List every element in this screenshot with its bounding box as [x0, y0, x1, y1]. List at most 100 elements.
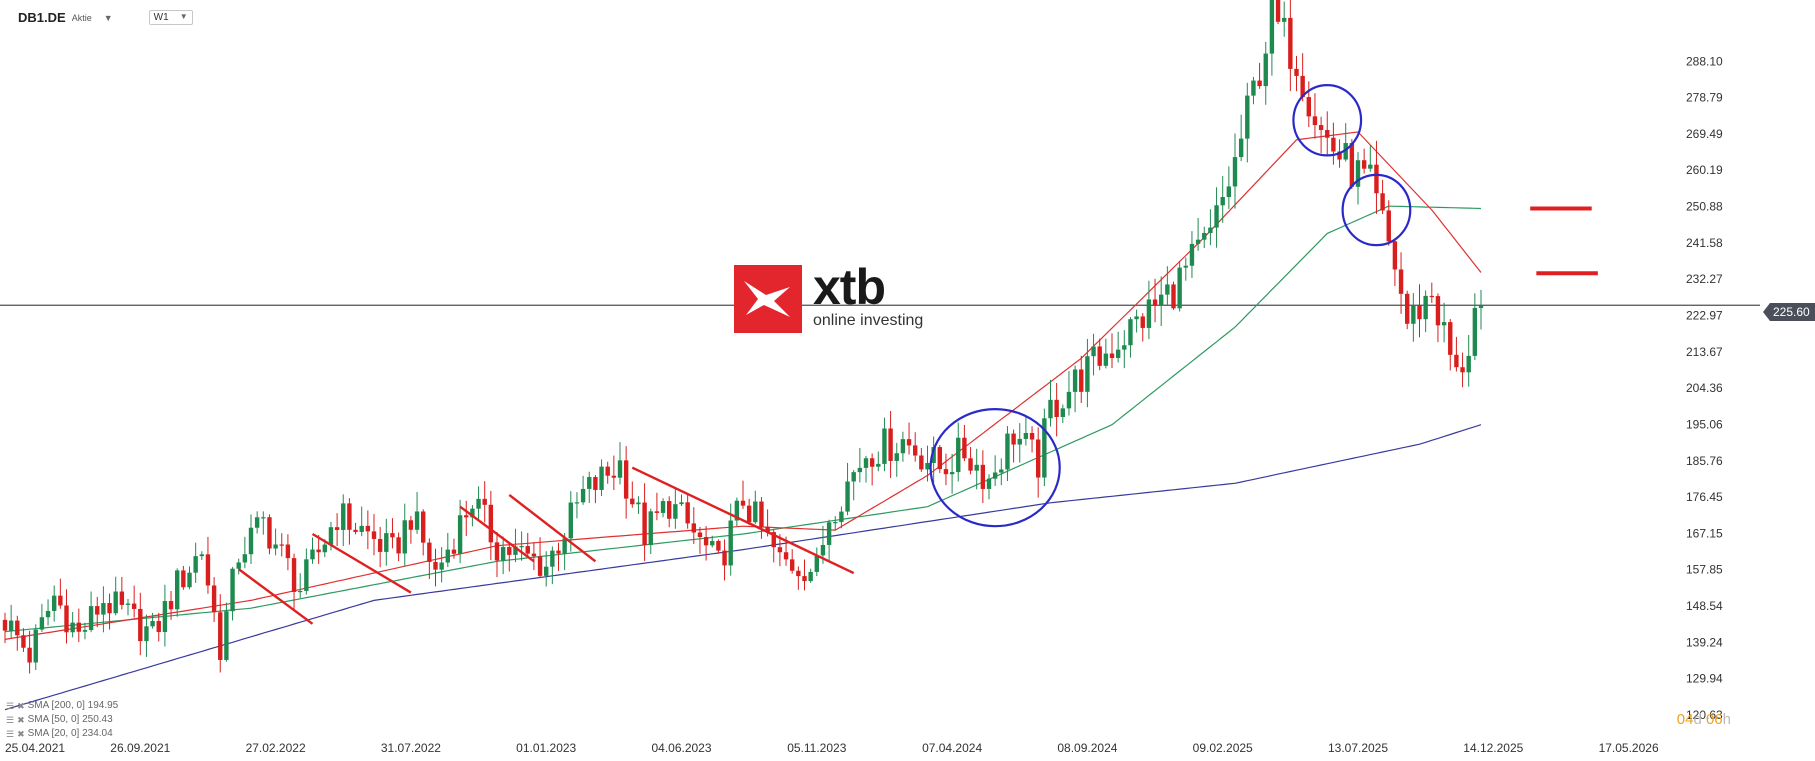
candle-body	[593, 477, 598, 490]
candle-body	[82, 630, 88, 632]
candle-body	[218, 612, 223, 660]
candle-body	[1331, 137, 1336, 152]
candle-body	[1429, 295, 1434, 298]
candle-body	[187, 572, 192, 588]
candle-body	[1165, 284, 1170, 295]
settings-icon[interactable]: ☰	[6, 729, 15, 739]
close-icon[interactable]: ✖	[17, 729, 25, 739]
candle-body	[482, 498, 487, 505]
timeframe-select[interactable]: W1 ▼	[148, 10, 193, 25]
x-tick-label: 09.02.2025	[1193, 741, 1253, 755]
sma20-line	[4, 131, 1482, 640]
candle-body	[402, 520, 407, 554]
x-tick-label: 31.07.2022	[381, 741, 441, 755]
trendline[interactable]	[311, 532, 412, 594]
candle-body	[254, 517, 260, 528]
candle-body	[931, 447, 936, 463]
trendline[interactable]	[508, 494, 597, 563]
trendline[interactable]	[237, 568, 314, 625]
candle-body	[279, 544, 284, 546]
trendline[interactable]	[631, 466, 855, 575]
candle-body	[427, 542, 432, 562]
candle-body	[574, 502, 580, 504]
settings-icon[interactable]: ☰	[6, 701, 15, 711]
candle-body	[1140, 316, 1145, 328]
logo-tagline: online investing	[813, 312, 924, 329]
candle-body	[304, 559, 309, 591]
y-tick-label: 269.49	[1686, 127, 1723, 141]
trendline[interactable]	[459, 505, 535, 563]
x-tick-label: 01.01.2023	[516, 741, 576, 755]
timeframe-value: W1	[153, 12, 169, 23]
countdown-hours-unit: h	[1722, 711, 1731, 728]
candle-body	[1097, 346, 1102, 366]
candle-body	[39, 617, 45, 630]
candle-body	[101, 603, 106, 615]
x-tick-label: 17.05.2026	[1599, 741, 1659, 755]
candle-body	[1066, 391, 1072, 409]
candle-body	[119, 591, 125, 605]
candle-body	[298, 590, 303, 593]
candle-body	[1312, 116, 1318, 126]
candle-body	[642, 502, 647, 546]
candle-body	[1214, 205, 1219, 228]
candle-body	[1460, 367, 1465, 373]
candle-body	[421, 511, 426, 543]
candle-body	[519, 546, 524, 548]
candle-body	[316, 549, 321, 553]
circle-annotation[interactable]	[1341, 173, 1412, 247]
annotations	[237, 84, 1598, 625]
candle-body	[1159, 294, 1164, 306]
candle-body	[753, 501, 758, 523]
candle-body	[1478, 305, 1484, 308]
x-tick-label: 26.09.2021	[110, 741, 170, 755]
circle-annotation[interactable]	[929, 407, 1061, 528]
candle-body	[384, 533, 389, 552]
candle-body	[464, 515, 469, 518]
candle-body	[451, 549, 457, 554]
close-icon[interactable]: ✖	[17, 715, 25, 725]
candle-body	[193, 556, 198, 573]
symbol-dropdown-icon[interactable]: ▼	[103, 12, 113, 23]
candle-body	[1177, 267, 1182, 309]
candle-body	[1257, 80, 1262, 87]
candle-body	[937, 447, 942, 470]
candle-body	[310, 549, 315, 560]
sma50-line	[4, 205, 1482, 633]
sma200-line	[4, 424, 1482, 711]
candle-body	[968, 458, 973, 471]
candle-body	[777, 547, 783, 553]
candle-body	[205, 554, 211, 586]
candle-body	[986, 478, 992, 489]
logo-name: xtb	[813, 259, 886, 315]
symbol-name[interactable]: DB1.DE	[18, 10, 66, 25]
candle-body	[925, 462, 930, 470]
candle-body	[673, 504, 678, 519]
candle-body	[273, 544, 278, 549]
settings-icon[interactable]: ☰	[6, 715, 15, 725]
candle-body	[433, 561, 438, 570]
close-icon[interactable]: ✖	[17, 701, 25, 711]
candle-body	[261, 517, 266, 519]
candle-body	[248, 527, 254, 555]
candle-body	[445, 549, 450, 563]
chart-toolbar: DB1.DE Aktie ▼ W1 ▼	[18, 10, 193, 25]
legend-label: SMA [20, 0] 234.04	[27, 728, 113, 739]
candle-body	[1232, 157, 1238, 187]
candle-body	[1386, 210, 1391, 242]
candle-body	[211, 585, 217, 613]
candle-body	[1122, 345, 1127, 350]
candles	[2, 0, 1484, 674]
x-tick-label: 08.09.2024	[1057, 741, 1117, 755]
circle-annotation[interactable]	[1292, 84, 1363, 157]
candle-body	[353, 529, 358, 532]
candle-body	[396, 537, 401, 554]
candle-body	[1251, 80, 1256, 96]
candle-body	[45, 610, 51, 618]
candle-body	[1435, 296, 1441, 326]
candle-body	[64, 605, 69, 633]
legend-row-sma20: ☰ ✖ SMA [20, 0] 234.04	[6, 727, 118, 741]
candle-body	[826, 522, 832, 545]
candle-body	[814, 555, 819, 572]
